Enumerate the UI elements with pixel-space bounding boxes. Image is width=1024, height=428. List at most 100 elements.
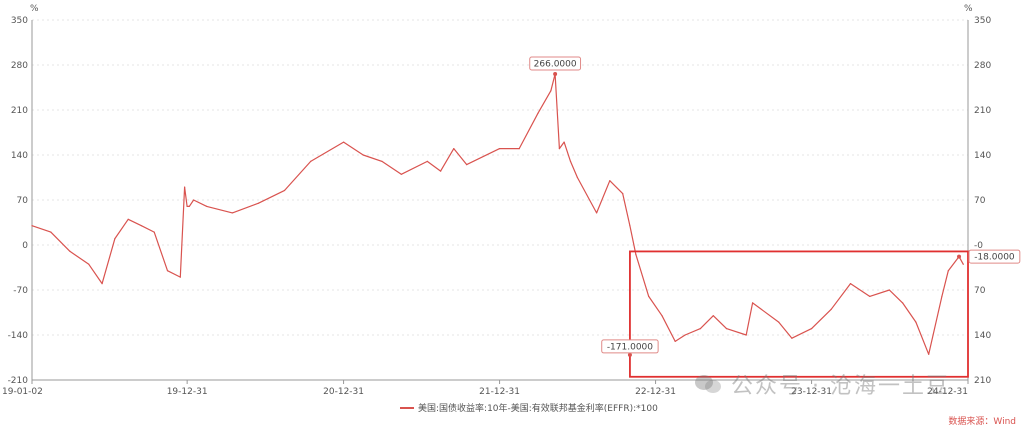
data-point xyxy=(466,164,468,166)
data-point xyxy=(343,141,345,143)
data-point xyxy=(596,212,598,214)
data-point xyxy=(648,295,650,297)
data-point xyxy=(381,160,383,162)
x-tick-label: 19-12-31 xyxy=(167,387,208,397)
data-point xyxy=(622,193,624,195)
data-point xyxy=(629,225,631,227)
data-point xyxy=(69,250,71,252)
annotation-label: -18.0000 xyxy=(974,253,1015,263)
y-unit-right: % xyxy=(964,4,973,14)
watermark-text: 公众号 · 沧海一土豆 xyxy=(731,374,950,399)
data-point xyxy=(453,148,455,150)
data-point xyxy=(400,173,402,175)
data-point xyxy=(635,254,637,256)
y-tick-label-right: 70 xyxy=(974,196,986,206)
y-tick-label-left: 210 xyxy=(11,106,28,116)
data-point xyxy=(558,148,561,150)
y-tick-label-right: 140 xyxy=(974,331,991,341)
x-tick-label: 21-12-31 xyxy=(479,387,520,397)
highlight-box xyxy=(629,250,969,378)
data-point xyxy=(915,321,917,323)
y-tick-label-left: 0 xyxy=(22,241,28,251)
data-point xyxy=(140,225,142,227)
y-tick-label-left: -210 xyxy=(8,376,29,386)
data-point xyxy=(284,189,286,191)
data-point xyxy=(188,205,190,207)
y-tick-label-right: 140 xyxy=(974,151,991,161)
data-point xyxy=(101,283,103,285)
data-point xyxy=(699,328,702,330)
data-point xyxy=(206,205,208,207)
data-point xyxy=(962,263,964,265)
data-point xyxy=(778,321,780,323)
annotation-box xyxy=(601,339,659,354)
data-point xyxy=(941,295,943,297)
data-point xyxy=(537,112,539,114)
axes: 350 350 280 280 210 210 140 140 70 70 0 -0 -70 70 -140… xyxy=(2,4,991,397)
x-tick-label: 23-12-31 xyxy=(791,387,832,397)
data-point xyxy=(569,160,572,162)
data-point xyxy=(426,160,428,162)
data-point xyxy=(609,180,611,182)
data-point xyxy=(88,263,90,265)
annotation-point xyxy=(627,352,632,357)
data-point xyxy=(179,276,181,278)
data-point xyxy=(563,141,565,143)
data-point xyxy=(791,337,793,339)
annotation-point xyxy=(553,72,558,76)
annotation-box xyxy=(968,249,1021,264)
data-point xyxy=(725,328,728,330)
x-tick-label: 20-12-31 xyxy=(323,387,364,397)
data-source: 数据来源：Wind xyxy=(948,417,1016,427)
legend[interactable]: 美国:国债收益率:10年-美国:有效联邦基金利率(EFFR):*100 xyxy=(400,401,658,414)
data-point xyxy=(888,289,891,291)
data-point xyxy=(184,186,186,188)
x-tick-label: 24-12-31 xyxy=(927,387,968,397)
data-point xyxy=(550,90,552,92)
data-point xyxy=(849,283,852,285)
annotation-point xyxy=(957,254,962,259)
data-point xyxy=(257,202,260,204)
data-point xyxy=(869,295,871,297)
y-tick-label-left: 140 xyxy=(11,151,28,161)
data-point xyxy=(674,340,676,342)
data-point xyxy=(830,308,832,310)
y-tick-label-left: 350 xyxy=(11,16,28,26)
annotation-layer: 266.0000 -171.0000 -18.0000 xyxy=(529,56,1021,378)
y-tick-label-left: 280 xyxy=(11,61,28,71)
data-point xyxy=(166,270,169,272)
y-tick-label-right: -0 xyxy=(974,241,983,251)
data-point xyxy=(811,328,813,330)
data-point xyxy=(153,231,155,233)
data-point xyxy=(114,238,116,240)
data-point xyxy=(576,176,579,179)
wechat-icon xyxy=(695,373,723,395)
annotation-label: -171.0000 xyxy=(607,342,653,352)
y-tick-label-right: 210 xyxy=(974,376,991,386)
y-tick-label-right: 280 xyxy=(974,61,991,71)
grid-lines xyxy=(32,19,968,381)
y-tick-label-left: 70 xyxy=(17,196,29,206)
y-tick-label-left: -140 xyxy=(8,331,29,341)
annotation-box xyxy=(529,56,582,71)
y-tick-label-right: 350 xyxy=(974,16,991,26)
data-point xyxy=(518,148,520,150)
data-point xyxy=(127,218,129,220)
data-point xyxy=(231,212,233,214)
data-point xyxy=(684,334,686,336)
y-tick-label-left: -70 xyxy=(13,286,28,296)
data-point xyxy=(712,315,714,317)
data-point xyxy=(661,315,663,317)
data-point xyxy=(186,205,188,207)
series-layer xyxy=(31,73,964,355)
x-tick-label: 22-12-31 xyxy=(635,387,676,397)
data-point xyxy=(745,334,747,336)
data-point xyxy=(362,154,364,156)
y-tick-label-right: 210 xyxy=(974,106,991,116)
data-point xyxy=(440,170,442,172)
data-point xyxy=(50,231,52,233)
y-tick-label-right: 70 xyxy=(974,286,986,296)
annotation-label: 266.0000 xyxy=(534,60,577,70)
data-point xyxy=(310,160,312,162)
data-point xyxy=(752,302,754,304)
